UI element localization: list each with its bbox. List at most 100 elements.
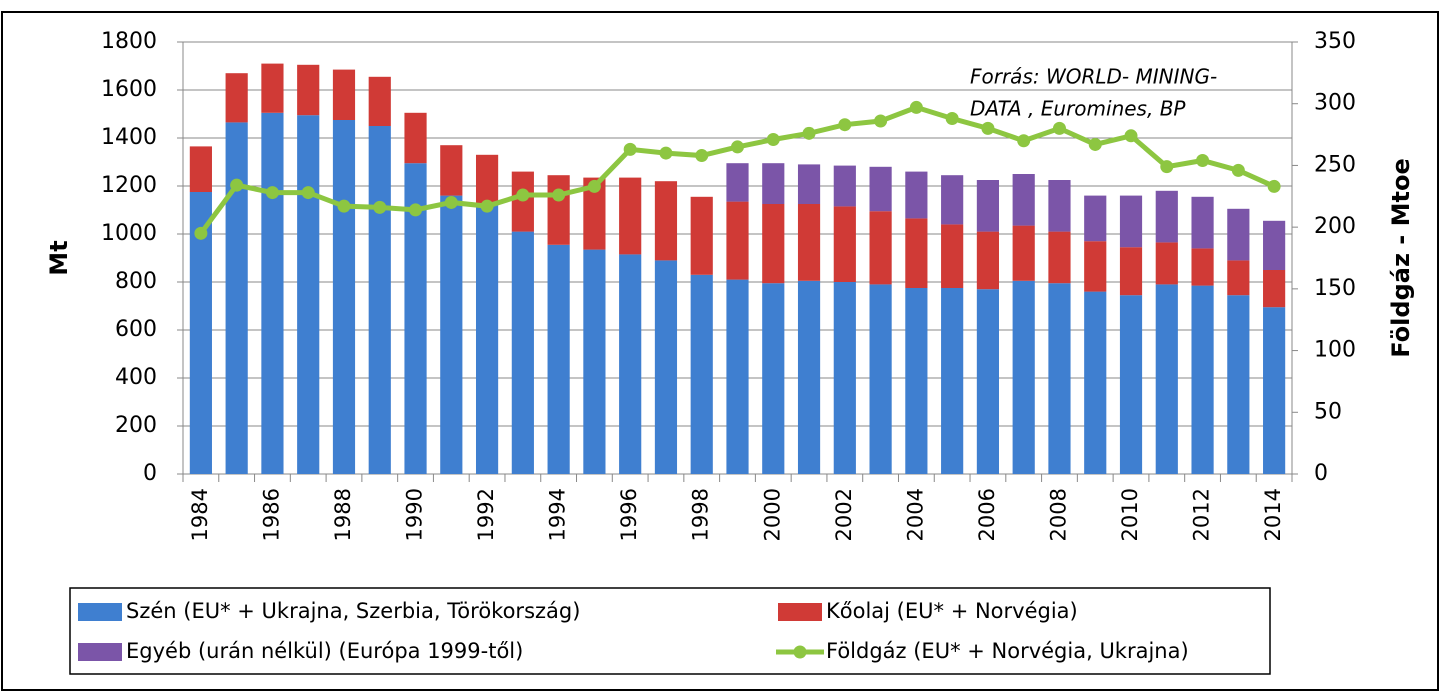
bar — [762, 283, 785, 474]
marker — [623, 142, 637, 156]
y-axis-label: Mt — [45, 240, 73, 275]
bar — [475, 205, 499, 474]
marker — [265, 186, 279, 200]
bar — [905, 171, 928, 219]
x-tick-label: 2008 — [1046, 488, 1070, 541]
bar — [404, 112, 427, 164]
legend-label: Földgáz (EU* + Norvégia, Ukrajna) — [826, 639, 1189, 663]
marker — [230, 178, 244, 192]
annotation: Forrás: WORLD- MINING- — [970, 65, 1217, 89]
bar — [976, 180, 1000, 232]
y2-tick-label: 100 — [1314, 338, 1356, 363]
bar — [869, 166, 892, 212]
x-tick-label: 2002 — [832, 488, 856, 541]
bar — [1119, 247, 1143, 296]
y-tick-label: 1000 — [101, 221, 157, 246]
marker — [1196, 153, 1210, 167]
x-tick-label: 2006 — [975, 488, 999, 541]
bar — [189, 146, 212, 192]
bar — [547, 244, 570, 474]
marker — [766, 133, 780, 147]
bar — [762, 204, 785, 284]
marker — [301, 186, 315, 200]
bar — [726, 201, 749, 280]
x-tick-label: 1984 — [188, 488, 212, 541]
bar — [869, 284, 892, 474]
bar — [797, 204, 821, 281]
bar — [440, 145, 463, 196]
x-tick-label: 1994 — [546, 488, 570, 541]
bar — [1012, 280, 1035, 474]
bar — [1084, 195, 1107, 242]
bar — [833, 165, 856, 207]
bar — [368, 76, 391, 126]
marker — [444, 195, 458, 209]
bar — [368, 126, 391, 474]
bar — [726, 279, 749, 474]
bar — [1191, 285, 1214, 474]
bar — [583, 177, 606, 250]
bar — [332, 69, 356, 120]
bar — [833, 206, 856, 282]
legend-box — [69, 587, 1271, 675]
bar — [475, 154, 499, 206]
marker — [1267, 179, 1281, 193]
bar — [690, 274, 713, 474]
frame — [1, 11, 1439, 691]
bar — [905, 288, 928, 474]
bar — [1048, 231, 1071, 284]
y2-tick-label: 50 — [1314, 399, 1342, 424]
y-tick-label: 200 — [115, 413, 157, 438]
marker — [552, 188, 566, 202]
bar — [547, 175, 570, 245]
bar — [905, 218, 928, 288]
bar — [511, 231, 534, 474]
marker — [337, 199, 351, 213]
x-tick-label: 1988 — [331, 488, 355, 541]
bar — [941, 288, 964, 474]
x-tick-label: 1996 — [617, 488, 641, 541]
y-tick-label: 1800 — [101, 29, 157, 54]
x-tick-label: 2010 — [1118, 488, 1142, 541]
bar — [1048, 283, 1071, 474]
x-tick-label: 1986 — [259, 488, 283, 541]
bar — [976, 289, 1000, 474]
bar — [261, 112, 284, 475]
bar — [261, 63, 284, 113]
bar — [726, 163, 749, 202]
x-tick-label: 2012 — [1190, 488, 1214, 541]
bar — [1155, 190, 1178, 243]
marker — [516, 188, 530, 202]
marker — [874, 114, 888, 128]
bar — [1048, 180, 1071, 232]
legend-swatch — [778, 603, 822, 621]
bar — [1227, 295, 1250, 474]
bar — [1263, 220, 1286, 270]
marker — [373, 200, 387, 214]
marker — [1017, 134, 1031, 148]
marker — [1231, 163, 1245, 177]
bar — [1227, 260, 1250, 296]
y2-tick-label: 0 — [1314, 461, 1328, 486]
bar — [619, 177, 642, 255]
bar — [1263, 307, 1286, 474]
bar — [1191, 248, 1214, 286]
y-tick-label: 600 — [115, 317, 157, 342]
bar — [833, 282, 856, 474]
bar — [619, 254, 642, 474]
bar — [332, 120, 356, 474]
y-tick-label: 800 — [115, 269, 157, 294]
legend-swatch — [793, 645, 807, 659]
y-tick-label: 1400 — [101, 125, 157, 150]
bar — [1084, 241, 1107, 292]
legend-label: Szén (EU* + Ukrajna, Szerbia, Törökorszá… — [126, 599, 580, 623]
bar — [297, 115, 320, 474]
bar — [1119, 295, 1143, 474]
x-tick-label: 2000 — [760, 488, 784, 541]
bar — [797, 280, 821, 474]
marker — [838, 118, 852, 132]
y2-tick-label: 200 — [1314, 214, 1356, 239]
bar — [1227, 208, 1250, 261]
